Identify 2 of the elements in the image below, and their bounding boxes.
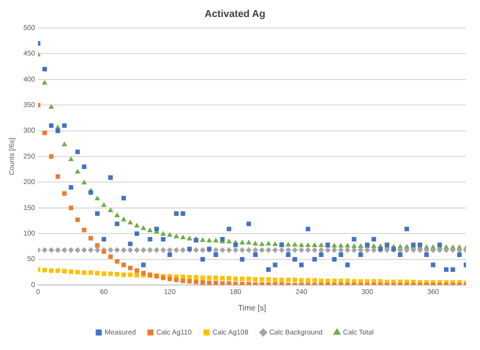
x-axis-title: Time [s] [238,303,266,312]
chart-title: Activated Ag [204,8,266,20]
